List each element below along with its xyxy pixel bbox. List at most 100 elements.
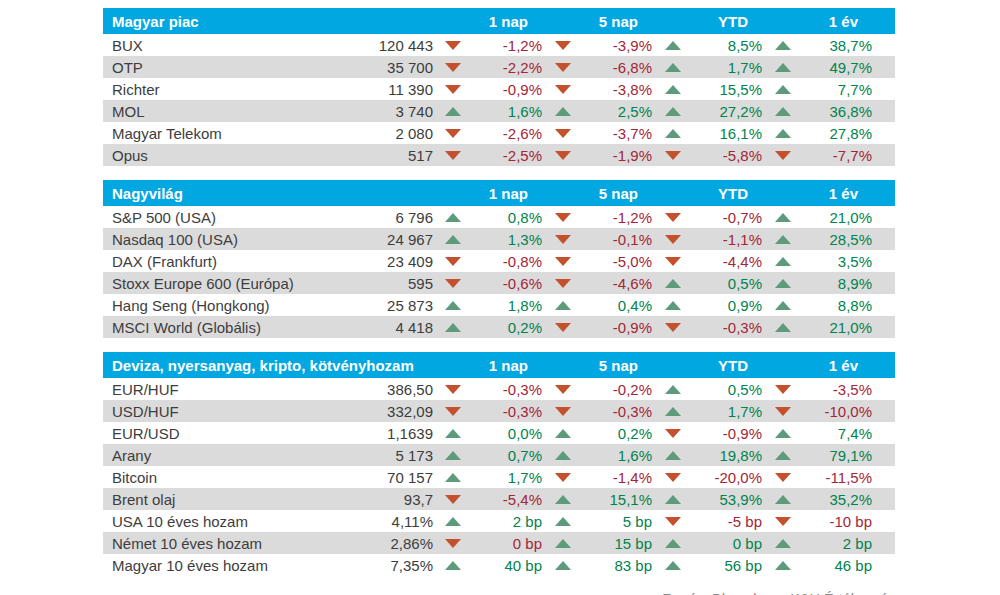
triangle-down-icon — [445, 63, 461, 72]
change-value: -0,3% — [461, 403, 543, 420]
change-value: -0,2% — [571, 381, 653, 398]
change-cell-1-nap: 0,8% — [433, 206, 543, 228]
table-row: EUR/USD1,16390,0%0,2%-0,9%7,4% — [103, 422, 895, 444]
change-value: 40 bp — [461, 557, 543, 574]
column-header-2: 5 nap — [543, 185, 653, 202]
table-row: Magyar Telekom2 080-2,6%-3,7%16,1%27,8% — [103, 122, 895, 144]
triangle-down-icon — [665, 213, 681, 222]
triangle-up-icon — [445, 235, 461, 244]
triangle-down-icon — [555, 63, 571, 72]
triangle-up-icon — [775, 257, 791, 266]
change-cell-5-nap: -3,8% — [543, 78, 653, 100]
change-value: 2,5% — [571, 103, 653, 120]
triangle-up-icon — [445, 451, 461, 460]
change-value: 27,8% — [791, 125, 873, 142]
change-value: -0,1% — [571, 231, 653, 248]
table-row: DAX (Frankfurt)23 409-0,8%-5,0%-4,4%3,5% — [103, 250, 895, 272]
change-cell-5-nap: -5,0% — [543, 250, 653, 272]
change-value: 0,2% — [461, 319, 543, 336]
triangle-up-icon — [775, 107, 791, 116]
change-value: -5,0% — [571, 253, 653, 270]
table-row: MSCI World (Globális)4 4180,2%-0,9%-0,3%… — [103, 316, 895, 338]
change-value: -3,7% — [571, 125, 653, 142]
instrument-value: 7,35% — [343, 557, 433, 574]
section-title: Deviza, nyersanyag, kripto, kötvényhozam — [103, 357, 433, 374]
change-cell-1-év: 49,7% — [763, 56, 873, 78]
change-cell-1-év: 38,7% — [763, 34, 873, 56]
triangle-down-icon — [555, 385, 571, 394]
triangle-down-icon — [665, 235, 681, 244]
change-value: 0 bp — [681, 535, 763, 552]
change-value: 0,2% — [571, 425, 653, 442]
change-value: 7,7% — [791, 81, 873, 98]
section-header: Nagyvilág1 nap5 napYTD1 év — [103, 180, 895, 206]
change-value: 0,7% — [461, 447, 543, 464]
triangle-up-icon — [665, 107, 681, 116]
change-value: 3,5% — [791, 253, 873, 270]
change-cell-5-nap: -1,4% — [543, 466, 653, 488]
change-value: 7,4% — [791, 425, 873, 442]
change-cell-5-nap: -0,3% — [543, 400, 653, 422]
triangle-down-icon — [555, 129, 571, 138]
change-value: -11,5% — [791, 469, 873, 486]
instrument-name: MOL — [103, 103, 343, 120]
triangle-up-icon — [665, 85, 681, 94]
change-value: -1,9% — [571, 147, 653, 164]
change-value: 83 bp — [571, 557, 653, 574]
change-value: -1,4% — [571, 469, 653, 486]
column-header-4: 1 év — [763, 185, 873, 202]
change-value: -5,8% — [681, 147, 763, 164]
change-value: -4,6% — [571, 275, 653, 292]
change-value: -0,7% — [681, 209, 763, 226]
change-value: 0,5% — [681, 275, 763, 292]
instrument-value: 332,09 — [343, 403, 433, 420]
change-cell-1-nap: -0,6% — [433, 272, 543, 294]
change-cell-ytd: -1,1% — [653, 228, 763, 250]
column-header-4: 1 év — [763, 13, 873, 30]
change-value: 0,8% — [461, 209, 543, 226]
change-cell-5-nap: -0,2% — [543, 378, 653, 400]
change-cell-1-nap: -0,3% — [433, 400, 543, 422]
change-value: -0,8% — [461, 253, 543, 270]
triangle-up-icon — [665, 301, 681, 310]
triangle-down-icon — [445, 279, 461, 288]
triangle-up-icon — [445, 107, 461, 116]
change-value: 0,5% — [681, 381, 763, 398]
change-value: 0 bp — [461, 535, 543, 552]
instrument-name: Arany — [103, 447, 343, 464]
change-value: -2,2% — [461, 59, 543, 76]
instrument-name: Richter — [103, 81, 343, 98]
change-cell-5-nap: -1,9% — [543, 144, 653, 166]
change-value: 1,6% — [461, 103, 543, 120]
change-value: 28,5% — [791, 231, 873, 248]
instrument-value: 2,86% — [343, 535, 433, 552]
table-row: Opus517-2,5%-1,9%-5,8%-7,7% — [103, 144, 895, 166]
table-row: Nasdaq 100 (USA)24 9671,3%-0,1%-1,1%28,5… — [103, 228, 895, 250]
triangle-up-icon — [775, 213, 791, 222]
triangle-up-icon — [665, 129, 681, 138]
triangle-down-icon — [665, 517, 681, 526]
change-value: -10 bp — [791, 513, 873, 530]
instrument-value: 3 740 — [343, 103, 433, 120]
instrument-value: 23 409 — [343, 253, 433, 270]
change-value: 27,2% — [681, 103, 763, 120]
change-cell-1-év: 21,0% — [763, 206, 873, 228]
change-value: 1,8% — [461, 297, 543, 314]
triangle-up-icon — [665, 451, 681, 460]
market-section: Magyar piac1 nap5 napYTD1 évBUX120 443-1… — [103, 8, 895, 166]
change-value: -4,4% — [681, 253, 763, 270]
change-cell-1-év: 27,8% — [763, 122, 873, 144]
instrument-value: 6 796 — [343, 209, 433, 226]
table-row: USA 10 éves hozam4,11%2 bp5 bp-5 bp-10 b… — [103, 510, 895, 532]
column-header-4: 1 év — [763, 357, 873, 374]
market-section: Deviza, nyersanyag, kripto, kötvényhozam… — [103, 352, 895, 576]
change-value: 8,5% — [681, 37, 763, 54]
triangle-down-icon — [775, 473, 791, 482]
instrument-value: 4,11% — [343, 513, 433, 530]
triangle-up-icon — [555, 301, 571, 310]
triangle-down-icon — [555, 85, 571, 94]
change-cell-ytd: 0 bp — [653, 532, 763, 554]
change-cell-1-év: -7,7% — [763, 144, 873, 166]
change-value: -1,1% — [681, 231, 763, 248]
change-cell-5-nap: -6,8% — [543, 56, 653, 78]
